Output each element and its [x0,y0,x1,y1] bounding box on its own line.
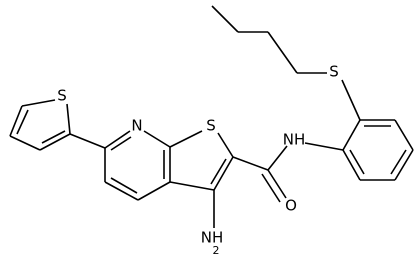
atom-label: NH [201,229,224,247]
atom-subscript: 2 [213,244,220,257]
atom-label: S [57,87,67,105]
atom-label: O [285,197,297,215]
atom-label: S [329,63,339,81]
atom-label: S [206,117,216,135]
bonds [9,5,414,228]
atom-labels: S N S S NH O NH 2 [57,63,339,258]
atom-label: N [131,117,142,135]
atom-label: NH [283,131,306,149]
